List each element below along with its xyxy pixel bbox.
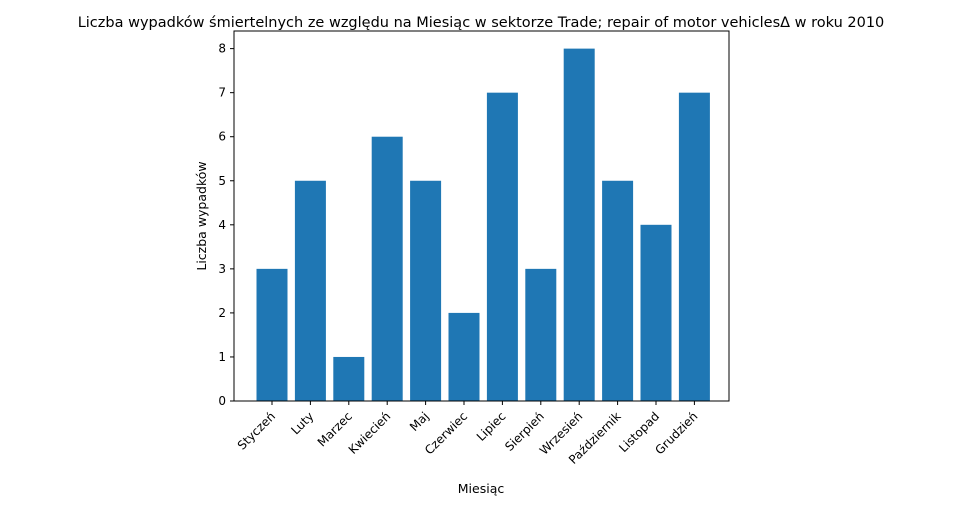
y-tick-label-7: 7: [218, 86, 226, 100]
bar-2: [333, 356, 365, 401]
x-tick-label-4: Maj: [407, 409, 432, 434]
y-tick-label-1: 1: [218, 350, 226, 364]
y-axis-label: Liczba wypadków: [194, 161, 209, 270]
bar-0: [256, 268, 288, 401]
x-tick-label-3: Kwiecień: [346, 409, 394, 457]
bar-9: [602, 180, 634, 401]
y-tick-label-8: 8: [218, 42, 226, 56]
bar-5: [448, 312, 480, 401]
bars: [256, 48, 710, 402]
bar-4: [410, 180, 442, 401]
x-tick-label-1: Luty: [288, 409, 316, 437]
bar-8: [563, 48, 595, 402]
x-tick-label-0: Styczeń: [235, 409, 278, 452]
bar-1: [294, 180, 326, 401]
x-tick-label-5: Czerwiec: [422, 409, 470, 457]
y-tick-label-3: 3: [218, 262, 226, 276]
bar-7: [525, 268, 557, 401]
y-tick-label-0: 0: [218, 394, 226, 408]
bar-11: [678, 92, 710, 402]
bar-6: [486, 92, 518, 402]
y-tick-label-2: 2: [218, 306, 226, 320]
x-tick-label-6: Lipiec: [474, 409, 509, 444]
x-tick-label-11: Grudzień: [652, 409, 700, 457]
y-axis-ticks: 0 1 2 3 4 5 6 7 8: [218, 42, 234, 408]
y-tick-label-4: 4: [218, 218, 226, 232]
bar-10: [640, 224, 672, 401]
y-tick-label-5: 5: [218, 174, 226, 188]
bar-3: [371, 136, 403, 401]
chart-title: Liczba wypadków śmiertelnych ze względu …: [78, 15, 885, 31]
plot-frame: [233, 30, 730, 402]
y-tick-label-6: 6: [218, 130, 226, 144]
x-axis-label: Miesiąc: [458, 481, 505, 496]
